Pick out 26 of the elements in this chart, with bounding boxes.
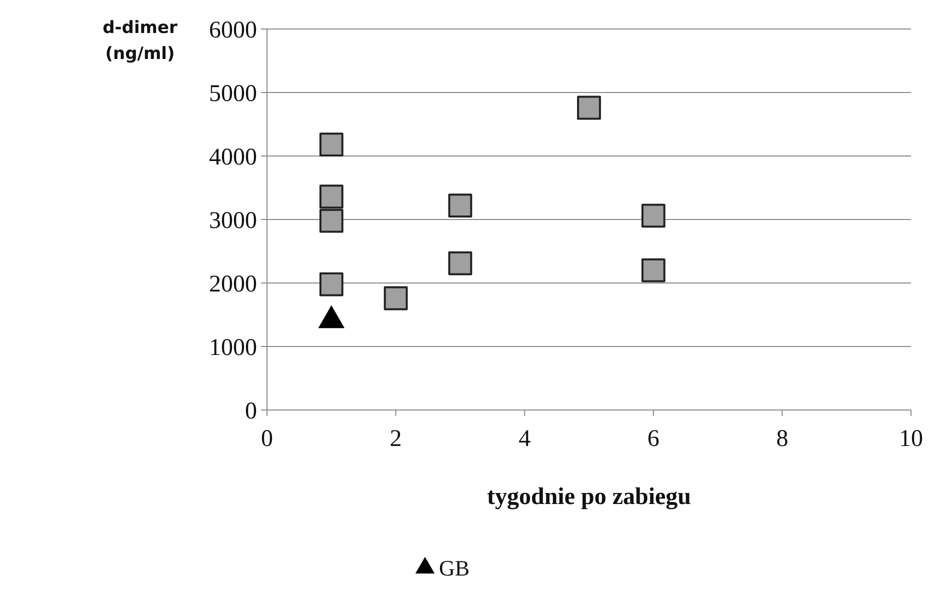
- x-tick-label: 6: [647, 426, 660, 452]
- y-tick-label: 2000: [209, 271, 257, 298]
- x-tick-label: 0: [261, 426, 273, 452]
- y-tick-label: 4000: [209, 144, 257, 170]
- point: [319, 208, 344, 233]
- point: [384, 286, 408, 310]
- x-tick-label: 8: [776, 426, 788, 452]
- y-tick-label: 3000: [209, 208, 257, 234]
- point: [448, 251, 472, 276]
- x-tick-label: 4: [518, 426, 531, 452]
- point: [641, 258, 666, 282]
- point: [319, 272, 344, 296]
- x-tick-label: 2: [390, 426, 402, 452]
- point: [319, 184, 344, 209]
- y-tick-label: 0: [245, 398, 257, 424]
- x-tick-label: 10: [899, 426, 923, 452]
- point: [577, 96, 601, 120]
- y-tick-label: 1000: [209, 334, 257, 361]
- y-tick-label: 5000: [209, 80, 257, 107]
- point: [641, 204, 666, 228]
- y-axis-title: d-dimer (ng/ml): [102, 18, 178, 64]
- x-axis-title: tygodnie po zabiegu: [486, 484, 692, 510]
- point: [448, 194, 472, 218]
- legend-label: GB: [439, 556, 470, 581]
- point: [319, 132, 344, 157]
- y-tick-label: 6000: [209, 17, 257, 44]
